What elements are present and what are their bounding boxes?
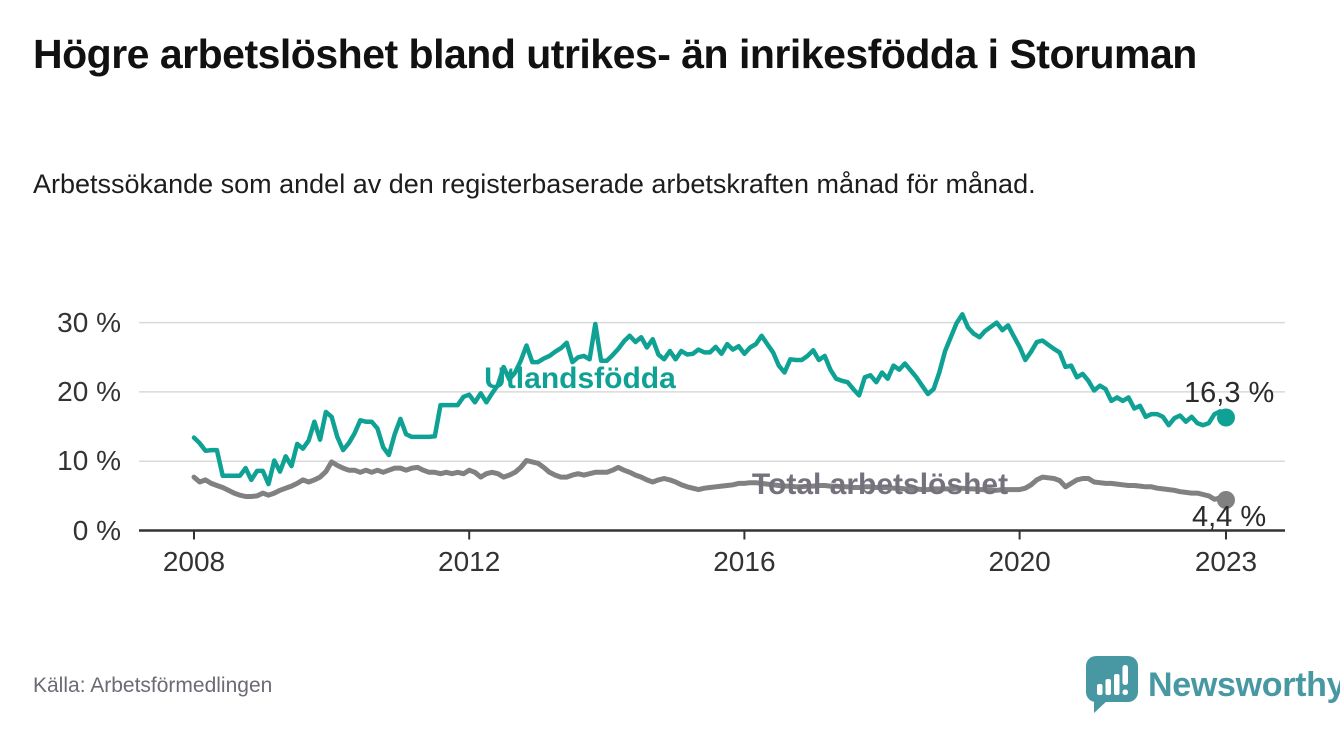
series-end-dot-1 bbox=[1217, 491, 1235, 509]
series-end-dot-0 bbox=[1217, 408, 1235, 427]
newsworthy-logo: Newsworthy bbox=[1086, 656, 1340, 714]
series-label-utlandsfodda: Utlandsfödda bbox=[484, 362, 676, 395]
series-line-0 bbox=[191, 312, 1229, 487]
source-note: Källa: Arbetsförmedlingen bbox=[33, 674, 273, 697]
page-subtitle: Arbetssökande som andel av den registerb… bbox=[33, 169, 1036, 199]
series-label-total-arbetsloshet: Total arbetslöshet bbox=[751, 468, 1009, 501]
end-value-label-utlandsfodda: 16,3 % bbox=[1184, 377, 1275, 409]
end-value-label-total: 4,4 % bbox=[1192, 501, 1267, 533]
newsworthy-wordmark: Newsworthy bbox=[1148, 665, 1340, 704]
page-title: Högre arbetslöshet bland utrikes- än inr… bbox=[33, 31, 1197, 77]
series-line-1 bbox=[191, 458, 1229, 503]
newsworthy-logo-icon bbox=[1086, 656, 1138, 713]
